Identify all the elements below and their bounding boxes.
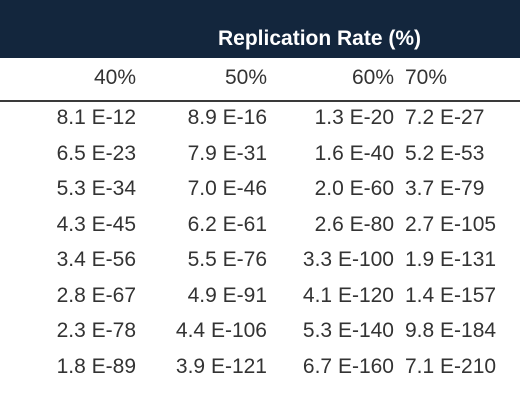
table-row: 66.5 E-237.9 E-311.6 E-405.2 E-53 — [0, 138, 520, 174]
table-cell: 9.8 E-184 — [405, 319, 497, 342]
table-cell: 7.2 E-27 — [405, 106, 485, 129]
table-cell: 2.0 E-60 — [314, 177, 394, 200]
table-cell: 1.6 E-40 — [314, 141, 394, 165]
table-cell: 1.9 E-131 — [405, 248, 497, 271]
column-header-row: % 40% 50% 60% 70% — [0, 58, 520, 102]
table-cell: 5.3 E-34 — [56, 177, 136, 200]
table-cell: 3.4 E-56 — [56, 248, 136, 271]
table-cell: 5.2 E-53 — [405, 141, 485, 165]
column-header: 60% — [351, 66, 394, 89]
table-cell: 4.9 E-91 — [187, 283, 267, 307]
table-cell: 1.3 E-20 — [314, 106, 394, 129]
table-cell: 3.3 E-100 — [302, 248, 394, 271]
column-header: 50% — [224, 66, 267, 89]
table-cell: 2.7 E-105 — [405, 212, 497, 236]
table-cell: 6.5 E-23 — [56, 141, 136, 165]
table-cell: 7.1 E-210 — [405, 354, 497, 378]
table-title: Replication Rate (%) — [218, 27, 422, 50]
table-cell: 6.7 E-160 — [302, 354, 394, 378]
table-cell: 5.3 E-140 — [302, 319, 394, 342]
table-cell: 7.0 E-46 — [187, 177, 267, 200]
table-cell: 4.1 E-120 — [302, 283, 394, 307]
table-cell: 5.5 E-76 — [187, 248, 267, 271]
table-cell: 2.8 E-67 — [56, 283, 136, 307]
table-cell: 3.7 E-79 — [405, 177, 485, 200]
table-cell: 4.3 E-45 — [56, 212, 136, 236]
table-cell: 7.9 E-31 — [187, 141, 267, 165]
table-cell: 3.9 E-121 — [175, 354, 267, 378]
table-cell: 2.6 E-80 — [314, 212, 394, 236]
table-row: 38.1 E-128.9 E-161.3 E-207.2 E-27 — [0, 102, 520, 138]
column-header: 40% — [93, 66, 136, 89]
table-row: 14.3 E-456.2 E-612.6 E-802.7 E-105 — [0, 209, 520, 245]
table-body: 38.1 E-128.9 E-161.3 E-207.2 E-2766.5 E-… — [0, 102, 520, 386]
table-header-bar: Replication Rate (%) — [0, 0, 520, 58]
table-cell: 1.4 E-157 — [405, 283, 497, 307]
table-cell: 8.9 E-16 — [187, 106, 267, 129]
table-row: 45.3 E-347.0 E-462.0 E-603.7 E-79 — [0, 173, 520, 209]
table-cell: 6.2 E-61 — [187, 212, 267, 236]
table-cell: 1.8 E-89 — [56, 354, 136, 378]
column-header: 70% — [405, 66, 448, 89]
table-cell: 8.1 E-12 — [56, 106, 136, 129]
table-cell: 2.3 E-78 — [56, 319, 136, 342]
table-cell: 4.4 E-106 — [175, 319, 267, 342]
